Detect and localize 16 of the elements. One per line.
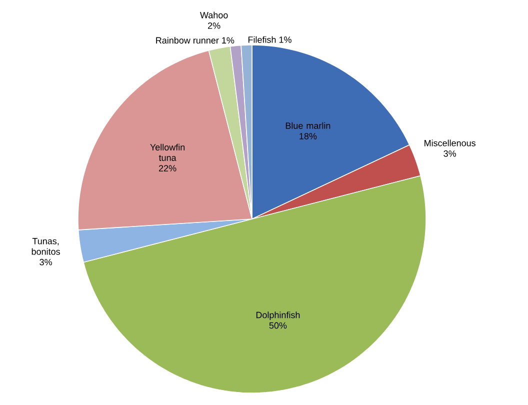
- slice-label: Dolphinfish: [256, 312, 300, 320]
- slice-label: Miscellenous: [424, 140, 476, 146]
- data-label: 3%: [444, 150, 456, 157]
- slice-label: Blue marlin: [286, 122, 330, 129]
- slice-label: Yellowfin tuna: [150, 144, 185, 161]
- slice-label: Wahoo: [200, 12, 228, 18]
- slice-label: Rainbow runner: [156, 36, 219, 44]
- data-label: 18%: [300, 133, 317, 140]
- slice-label: Tunas, bonitos: [32, 238, 60, 255]
- data-label: 3%: [40, 258, 52, 266]
- data-label: 2%: [208, 22, 220, 29]
- slice-label: Filefish: [248, 36, 276, 43]
- data-label: 22%: [158, 165, 176, 172]
- data-label: 1%: [279, 36, 292, 43]
- data-label: 50%: [269, 322, 287, 329]
- data-label: 1%: [222, 37, 234, 44]
